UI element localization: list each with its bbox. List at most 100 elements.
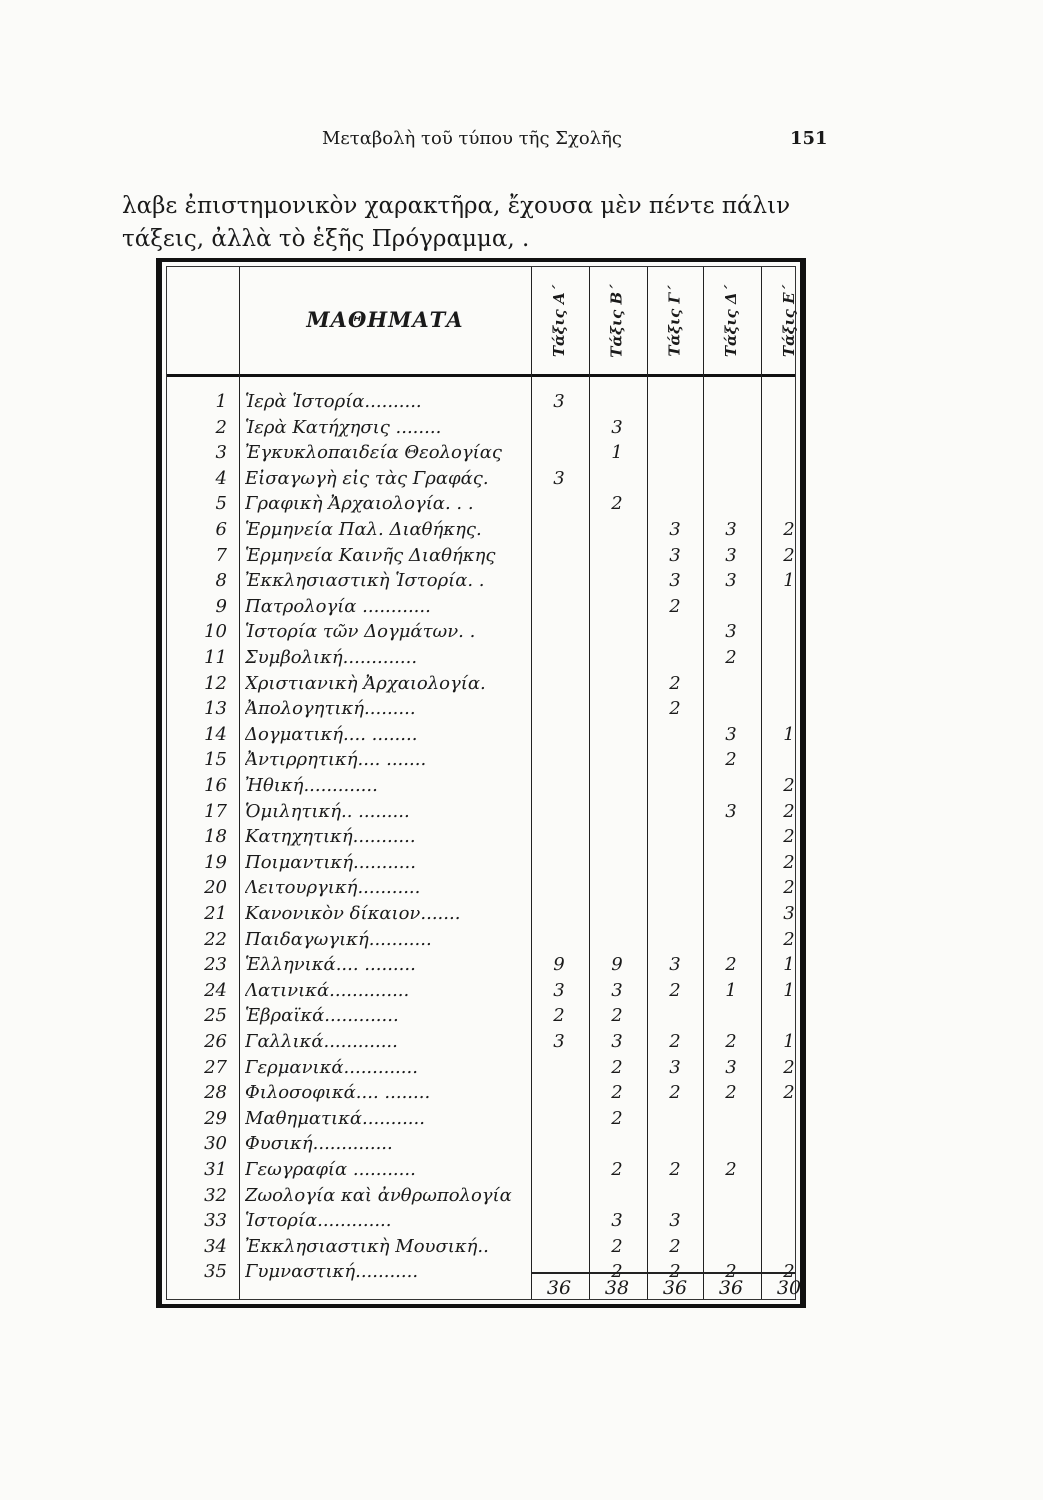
hours-cell: 3 xyxy=(611,1031,623,1052)
hours-cell: 2 xyxy=(669,1235,681,1257)
hours-cell: 2 xyxy=(783,519,795,540)
table-row: 19 Ποιμαντική........... 2 xyxy=(167,852,795,878)
hours-cell: 3 xyxy=(553,979,565,1001)
hours-cell: 2 xyxy=(611,1056,623,1078)
hours-cell: 2 xyxy=(725,1261,737,1283)
hours-cell: 2 xyxy=(669,1261,681,1283)
row-number: 22 xyxy=(204,928,227,950)
table-row: 20 Λειτουργική........... 2 xyxy=(167,877,795,903)
hours-cell: 2 xyxy=(783,877,795,899)
hours-cell: 3 xyxy=(783,903,795,924)
hours-cell: 2 xyxy=(783,1082,795,1104)
subject-name: Ἑρμηνεία Παλ. Διαθήκης. xyxy=(245,519,482,540)
table-row: 35 Γυμναστική........... 2 2 2 2 xyxy=(167,1261,795,1287)
table-row: 12 Χριστιανικὴ Ἀρχαιολογία. 2 xyxy=(167,673,795,699)
hours-cell: 2 xyxy=(669,672,681,694)
hours-cell: 2 xyxy=(783,544,795,566)
row-number: 17 xyxy=(204,800,227,822)
hours-cell: 3 xyxy=(669,570,681,592)
row-number: 27 xyxy=(204,1056,227,1078)
table-row: 8 Ἐκκλησιαστικὴ Ἱστορία. . 3 3 1 xyxy=(167,570,795,596)
row-number: 33 xyxy=(204,1210,227,1232)
row-number: 35 xyxy=(204,1261,227,1283)
hours-cell: 2 xyxy=(783,1056,795,1078)
subject-name: Ἐγκυκλοπαιδεία Θεολογίας xyxy=(245,442,502,464)
hours-cell: 2 xyxy=(669,1159,681,1180)
row-number: 24 xyxy=(204,979,227,1001)
subject-name: Ἑβραϊκά............. xyxy=(245,1005,399,1027)
subject-name: Λειτουργική........... xyxy=(245,877,421,899)
column-divider xyxy=(761,267,762,1299)
class-header: Τάξις Α΄ xyxy=(531,273,587,369)
subject-name: Ἑρμηνεία Καινῆς Διαθήκης xyxy=(245,544,496,566)
row-number: 25 xyxy=(204,1005,227,1027)
hours-cell: 2 xyxy=(725,1082,737,1104)
total-hours: 38 xyxy=(604,1277,630,1299)
row-number: 15 xyxy=(204,749,227,771)
row-number: 19 xyxy=(204,851,227,873)
hours-cell: 2 xyxy=(725,954,737,976)
row-number: 13 xyxy=(204,698,227,720)
hours-cell: 2 xyxy=(611,1082,623,1104)
hours-cell: 3 xyxy=(725,519,737,540)
hours-cell: 2 xyxy=(669,698,681,720)
hours-cell: 1 xyxy=(725,979,737,1001)
subject-name: Γεωγραφία ........... xyxy=(245,1159,416,1180)
subject-name: Εἰσαγωγὴ εἰς τὰς Γραφάς. xyxy=(245,467,489,489)
intro-paragraph: λαβε ἐπιστημονικὸν χαρακτῆρα, ἔχουσα μὲν… xyxy=(122,193,791,252)
hours-cell: 2 xyxy=(611,493,623,515)
table-row: 29 Μαθηματικά........... 2 xyxy=(167,1108,795,1134)
row-number: 28 xyxy=(204,1082,227,1104)
hours-cell: 3 xyxy=(725,621,737,643)
hours-cell: 3 xyxy=(553,391,565,412)
row-number: 31 xyxy=(204,1159,227,1180)
total-hours: 36 xyxy=(662,1277,688,1299)
table-row: 30 Φυσική.............. xyxy=(167,1133,795,1159)
subject-name: Λατινικά.............. xyxy=(245,979,410,1001)
hours-cell: 2 xyxy=(783,1261,795,1283)
subject-name: Ὁμιλητική.. ......... xyxy=(245,800,410,822)
subject-name: Παιδαγωγική........... xyxy=(245,928,432,950)
table-row: 4 Εἰσαγωγὴ εἰς τὰς Γραφάς. 3 xyxy=(167,468,795,494)
hours-cell: 3 xyxy=(725,723,737,745)
hours-cell: 2 xyxy=(783,775,795,796)
subject-name: Γυμναστική........... xyxy=(245,1261,419,1283)
hours-cell: 2 xyxy=(611,1005,623,1027)
column-divider xyxy=(531,267,532,1299)
subject-name: Πατρολογία ............ xyxy=(245,595,431,617)
table-row: 24 Λατινικά.............. 3 3 2 1 1 xyxy=(167,980,795,1006)
class-header-label: Τάξις Δ΄ xyxy=(722,284,740,358)
class-header-label: Τάξις Β΄ xyxy=(608,284,627,358)
hours-cell: 1 xyxy=(783,954,795,976)
table-row: 6 Ἑρμηνεία Παλ. Διαθήκης. 3 3 2 xyxy=(167,519,795,545)
row-number: 12 xyxy=(204,672,227,694)
row-number: 29 xyxy=(204,1107,227,1129)
hours-cell: 3 xyxy=(669,544,681,566)
subject-name: Ἐκκλησιαστικὴ Ἱστορία. . xyxy=(245,570,485,592)
hours-cell: 2 xyxy=(611,1261,623,1283)
hours-cell: 1 xyxy=(783,723,795,745)
hours-cell: 3 xyxy=(611,416,623,438)
table-row: 1 Ἱερὰ Ἱστορία.......... 3 xyxy=(167,391,795,417)
subject-name: Ποιμαντική........... xyxy=(245,851,416,873)
column-divider xyxy=(703,267,704,1299)
hours-cell: 2 xyxy=(611,1107,623,1129)
subject-name: Γραφικὴ Ἀρχαιολογία. . . xyxy=(245,493,474,515)
subject-name: Ζωολογία καὶ ἀνθρωπολογία xyxy=(245,1184,512,1206)
total-hours: 36 xyxy=(718,1277,744,1299)
subject-name: Ἱερὰ Ἱστορία.......... xyxy=(245,391,422,412)
table-row: 10 Ἱστορία τῶν Δογμάτων. . 3 xyxy=(167,621,795,647)
subject-name: Ἀντιρρητική.... ....... xyxy=(245,749,427,771)
row-number: 8 xyxy=(215,570,227,592)
row-number: 3 xyxy=(215,442,227,464)
column-divider xyxy=(239,267,240,1299)
table-row: 27 Γερμανικά............. 2 3 3 2 xyxy=(167,1057,795,1083)
subject-name: Ἱστορία............. xyxy=(245,1210,392,1232)
hours-cell: 3 xyxy=(669,1210,681,1232)
subject-column-header: ΜΑΘΗΜΑΤΑ xyxy=(306,307,464,332)
hours-cell: 3 xyxy=(611,979,623,1001)
hours-cell: 2 xyxy=(553,1005,565,1027)
hours-cell: 2 xyxy=(783,928,795,950)
row-number: 6 xyxy=(215,519,227,540)
row-number: 16 xyxy=(204,775,227,796)
